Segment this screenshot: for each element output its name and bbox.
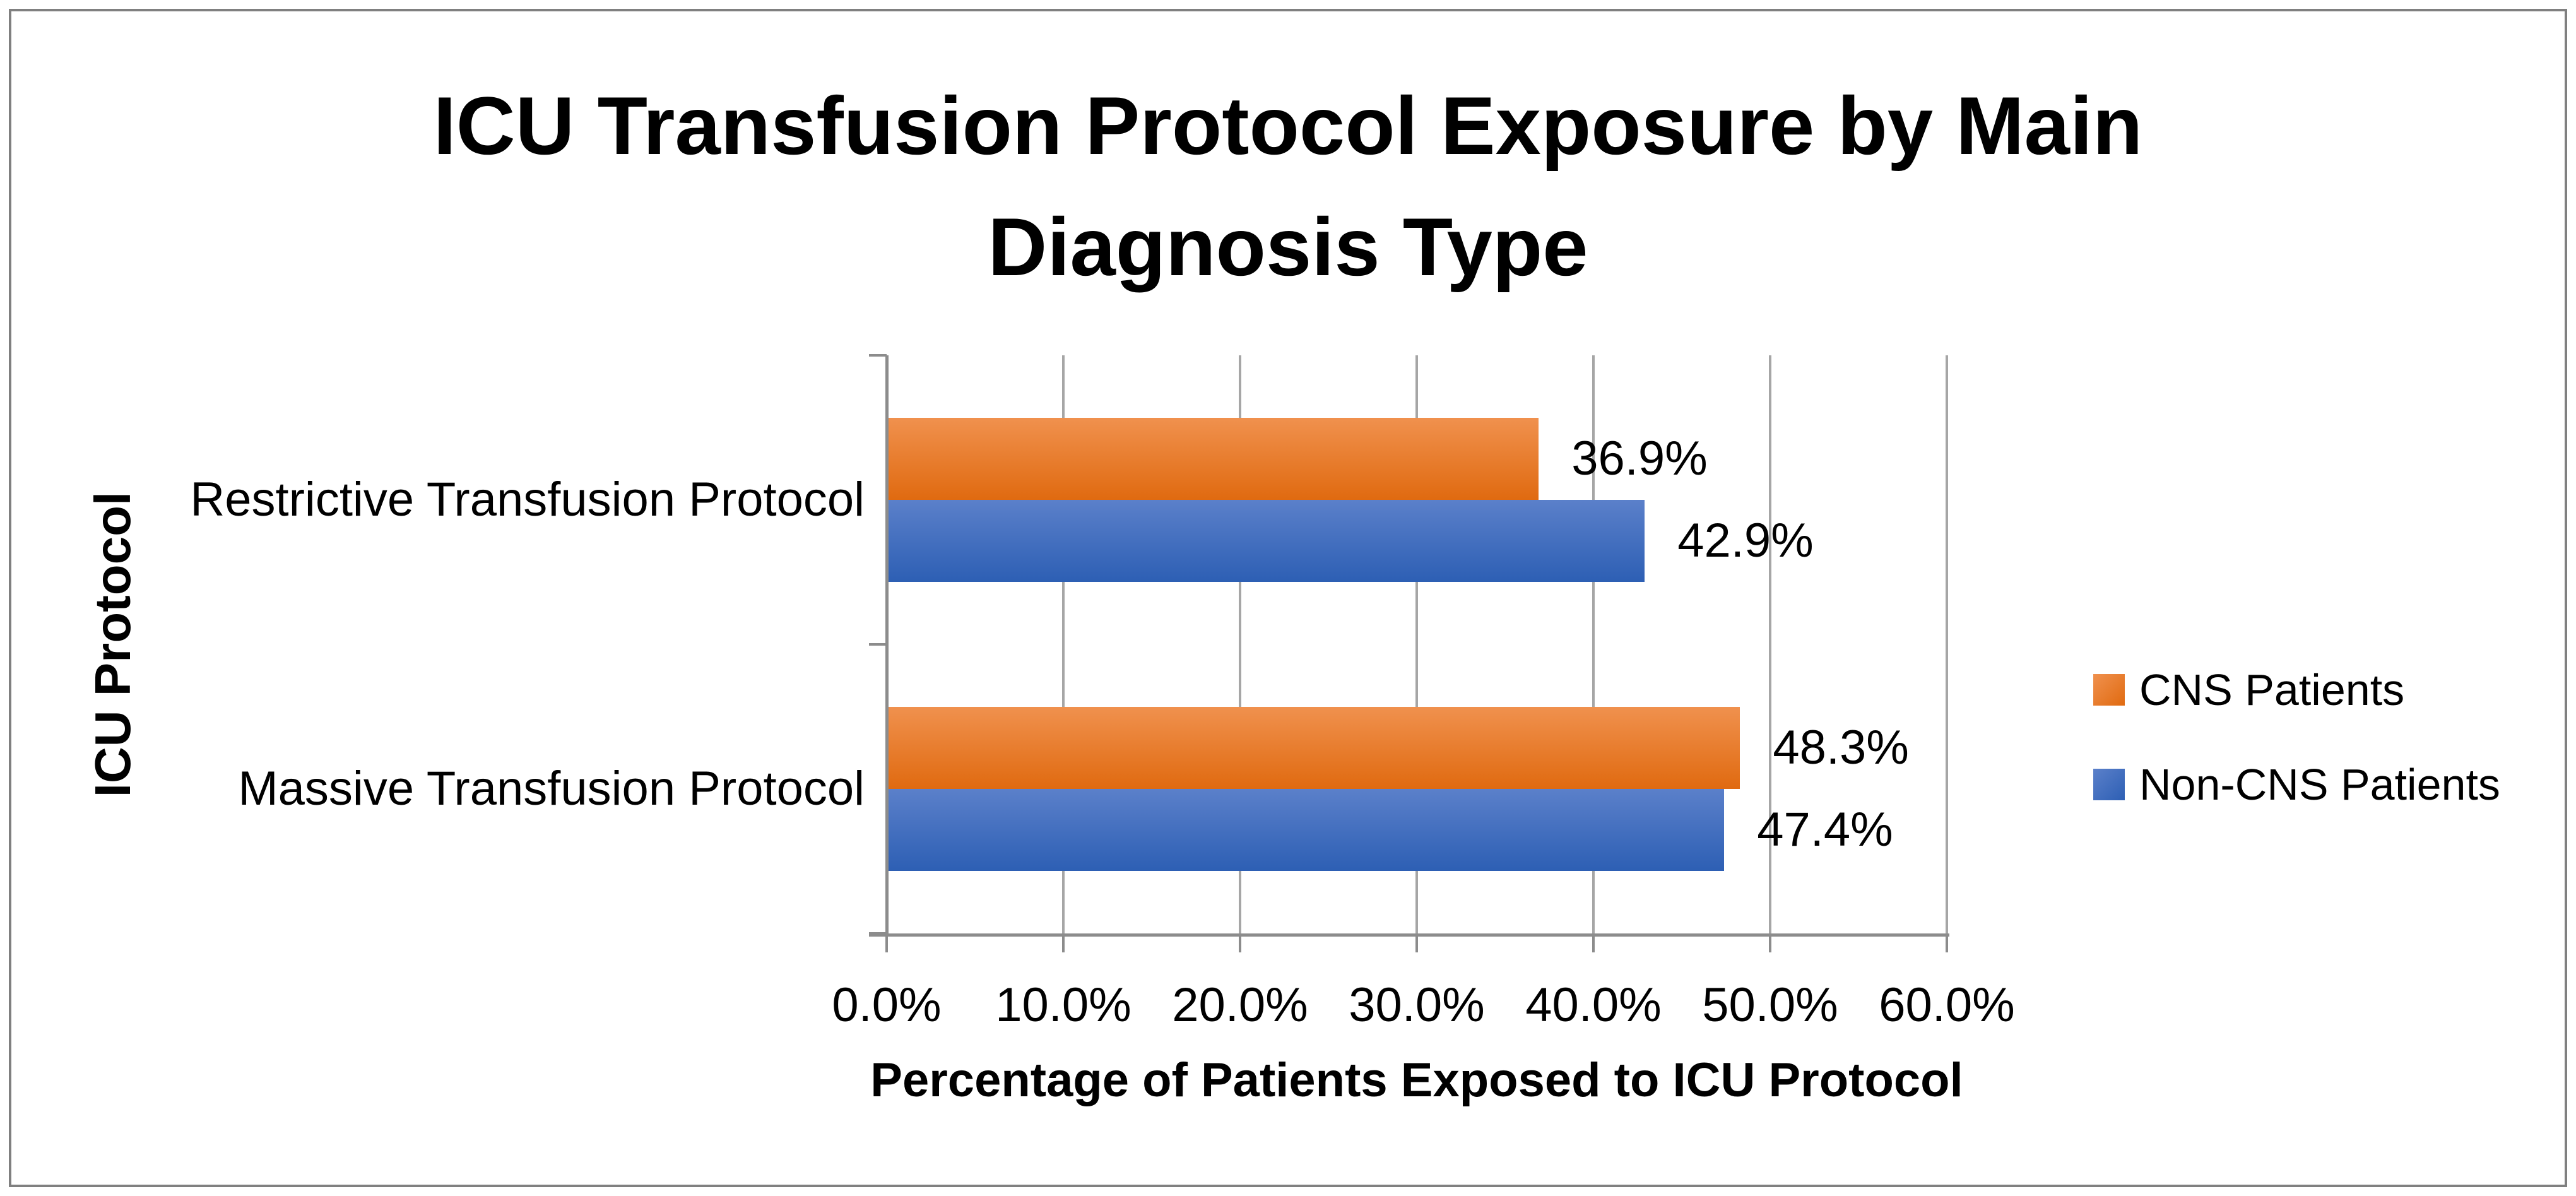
x-tick-label-10.0%: 10.0% bbox=[995, 978, 1131, 1032]
bar-cns-patients-massive-transfusion-protocol bbox=[887, 707, 1740, 789]
y-axis-tick bbox=[869, 354, 887, 357]
chart-border-frame bbox=[9, 9, 2567, 1187]
y-axis-title: ICU Protocol bbox=[85, 491, 141, 798]
bar-non-cns-patients-massive-transfusion-protocol bbox=[887, 789, 1725, 871]
y-axis-tick bbox=[869, 932, 887, 935]
legend-label-non-cns-patients: Non-CNS Patients bbox=[2139, 760, 2500, 809]
bar-non-cns-patients-restrictive-transfusion-protocol bbox=[887, 500, 1645, 582]
data-label-non-cns-patients-restrictive-transfusion-protocol: 42.9% bbox=[1677, 514, 1814, 567]
x-tick-label-40.0%: 40.0% bbox=[1525, 978, 1662, 1032]
bar-cns-patients-restrictive-transfusion-protocol bbox=[887, 418, 1539, 500]
gridline-40.0% bbox=[1592, 355, 1595, 933]
x-axis-tick-50.0% bbox=[1769, 935, 1771, 952]
chart-title-line-2: Diagnosis Type bbox=[988, 201, 1588, 293]
x-axis-tick-40.0% bbox=[1592, 935, 1595, 952]
x-tick-label-0.0%: 0.0% bbox=[832, 978, 942, 1032]
gridline-10.0% bbox=[1062, 355, 1065, 933]
x-axis-tick-10.0% bbox=[1062, 935, 1065, 952]
gridline-20.0% bbox=[1239, 355, 1241, 933]
x-tick-label-50.0%: 50.0% bbox=[1702, 978, 1838, 1032]
data-label-cns-patients-restrictive-transfusion-protocol: 36.9% bbox=[1571, 432, 1708, 485]
y-axis-line bbox=[885, 355, 889, 936]
x-axis-tick-60.0% bbox=[1946, 935, 1948, 952]
x-axis-title: Percentage of Patients Exposed to ICU Pr… bbox=[870, 1053, 1963, 1107]
chart-title: ICU Transfusion Protocol Exposure by Mai… bbox=[0, 65, 2576, 307]
category-label-restrictive-transfusion-protocol: Restrictive Transfusion Protocol bbox=[190, 473, 865, 526]
y-axis-tick bbox=[869, 643, 887, 646]
x-axis-tick-20.0% bbox=[1239, 935, 1241, 952]
x-tick-label-60.0%: 60.0% bbox=[1879, 978, 2015, 1032]
legend-label-cns-patients: CNS Patients bbox=[2139, 665, 2405, 714]
category-label-massive-transfusion-protocol: Massive Transfusion Protocol bbox=[238, 762, 865, 815]
gridline-30.0% bbox=[1415, 355, 1418, 933]
gridline-50.0% bbox=[1769, 355, 1771, 933]
chart-title-line-1: ICU Transfusion Protocol Exposure by Mai… bbox=[433, 80, 2143, 172]
plot-area bbox=[887, 355, 1948, 933]
x-axis-tick-30.0% bbox=[1415, 935, 1418, 952]
legend-swatch-non-cns-patients bbox=[2093, 769, 2125, 800]
data-label-non-cns-patients-massive-transfusion-protocol: 47.4% bbox=[1757, 803, 1893, 856]
x-tick-label-20.0%: 20.0% bbox=[1172, 978, 1308, 1032]
gridline-60.0% bbox=[1946, 355, 1948, 933]
x-axis-line bbox=[869, 933, 1949, 937]
x-tick-label-30.0%: 30.0% bbox=[1349, 978, 1485, 1032]
data-label-cns-patients-massive-transfusion-protocol: 48.3% bbox=[1773, 721, 1909, 774]
x-axis-tick-0.0% bbox=[885, 935, 888, 952]
legend-swatch-cns-patients bbox=[2093, 674, 2125, 706]
